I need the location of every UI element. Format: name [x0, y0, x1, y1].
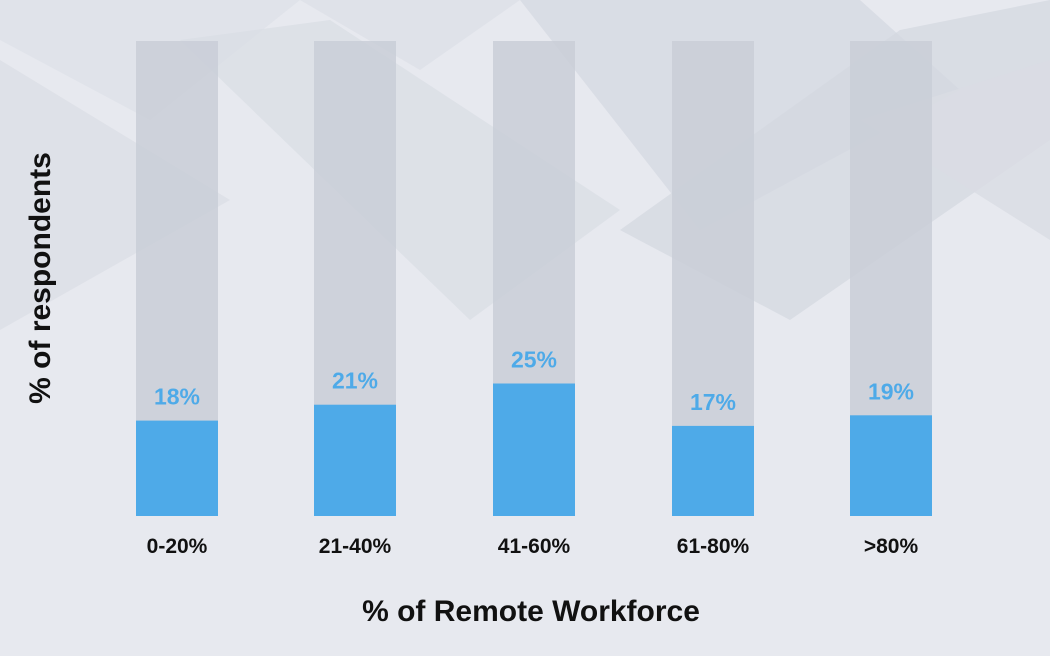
bar: [314, 404, 396, 516]
bars: [136, 383, 932, 516]
bar-value-label: 25%: [511, 347, 557, 373]
bar: [850, 415, 932, 516]
bar-value-label: 19%: [868, 378, 914, 404]
x-tick-labels: 0-20% 21-40% 41-60% 61-80% >80%: [147, 535, 919, 558]
bar: [493, 383, 575, 516]
bar-value-label: 21%: [332, 368, 378, 394]
bar-value-label: 17%: [690, 389, 736, 415]
x-tick-label: 0-20%: [147, 535, 208, 558]
x-tick-label: 61-80%: [677, 535, 750, 558]
x-axis-label: % of Remote Workforce: [362, 595, 700, 628]
x-tick-label: 21-40%: [319, 535, 392, 558]
bar: [672, 425, 754, 516]
value-labels: 18% 21% 25% 17% 19%: [154, 347, 914, 415]
y-axis-label: % of respondents: [24, 152, 57, 404]
bar-value-label: 18%: [154, 384, 200, 410]
x-tick-label: 41-60%: [498, 535, 571, 558]
x-tick-label: >80%: [864, 535, 919, 558]
bar: [136, 420, 218, 516]
